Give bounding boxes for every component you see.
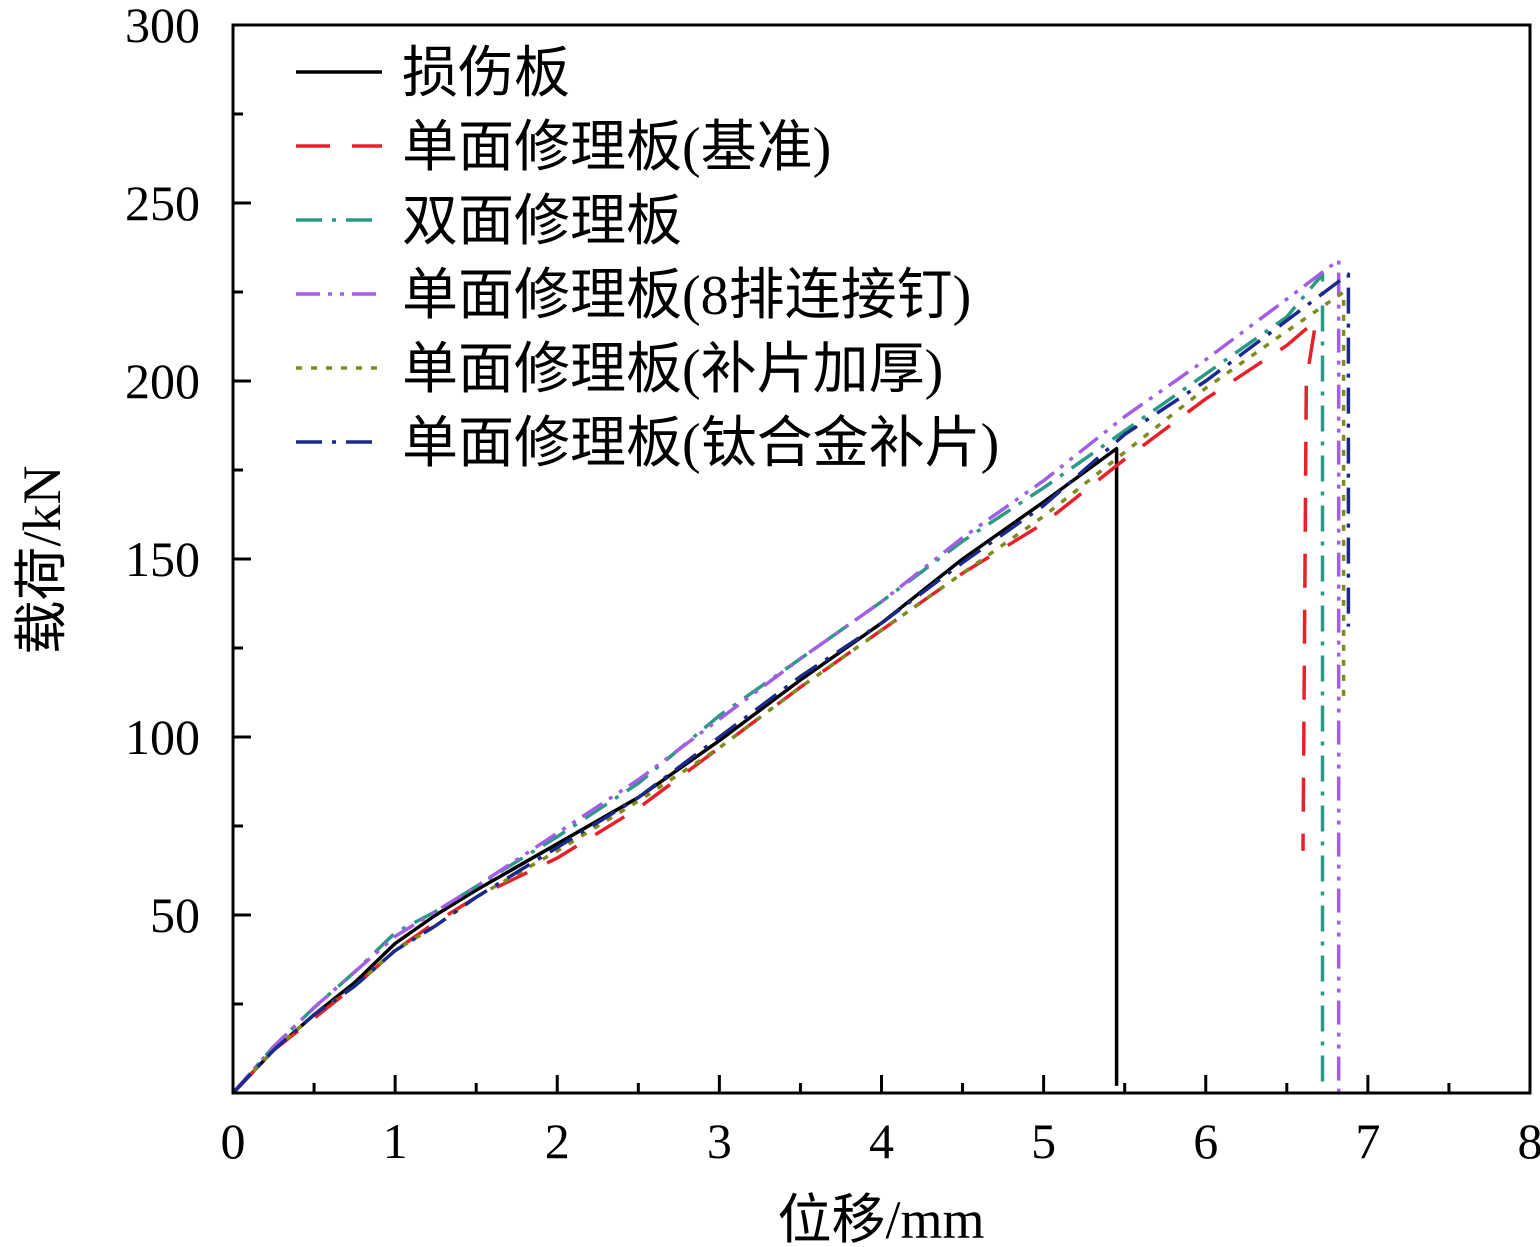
- x-tick-label: 3: [707, 1113, 732, 1169]
- series-line-4: [231, 258, 1341, 1095]
- tick-label-layer: 0 1 2 3 4 5 6 7 8 50 100 150 200 250 300: [125, 0, 1540, 1169]
- plot-frame: [231, 23, 1532, 1095]
- legend-label: 单面修理板(8排连接钉): [402, 265, 971, 327]
- x-tick-label: 5: [1031, 1113, 1056, 1169]
- x-axis-title: 位移/mm: [777, 1190, 984, 1247]
- x-tick-label: 4: [869, 1113, 894, 1169]
- series-line-1: [231, 446, 1119, 1095]
- legend-label: 单面修理板(基准): [402, 117, 831, 179]
- y-axis-title: 载荷/kN: [12, 466, 72, 655]
- x-tick-label: 8: [1518, 1113, 1540, 1169]
- x-tick-label: 1: [383, 1113, 408, 1169]
- x-tick-label: 2: [545, 1113, 570, 1169]
- legend-label: 损伤板: [402, 43, 570, 105]
- x-tick-label: 6: [1193, 1113, 1218, 1169]
- legend-label: 单面修理板(补片加厚): [402, 339, 943, 401]
- tick-layer: [231, 112, 1532, 1093]
- series-layer: [231, 258, 1351, 1095]
- series-line-6: [231, 272, 1351, 1095]
- y-tick-label: 200: [125, 353, 200, 409]
- x-tick-label: 0: [221, 1113, 246, 1169]
- x-tick-label: 7: [1355, 1113, 1380, 1169]
- series-line-5: [231, 290, 1346, 1095]
- legend-label: 双面修理板: [402, 191, 682, 253]
- y-tick-label: 50: [150, 887, 200, 943]
- y-tick-label: 150: [125, 531, 200, 587]
- y-tick-label: 250: [125, 175, 200, 231]
- legend-label: 单面修理板(钛合金补片): [402, 413, 999, 475]
- y-tick-label: 100: [125, 709, 200, 765]
- y-tick-label: 300: [125, 0, 200, 53]
